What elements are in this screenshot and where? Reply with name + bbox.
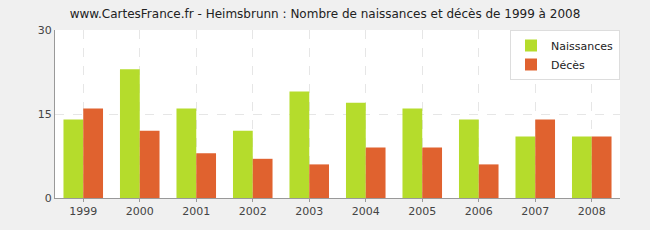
svg-text:0: 0 [45, 192, 52, 205]
svg-text:15: 15 [38, 108, 52, 121]
svg-text:Naissances: Naissances [551, 40, 613, 53]
svg-text:30: 30 [38, 24, 52, 37]
svg-text:2003: 2003 [295, 205, 323, 218]
svg-text:1999: 1999 [69, 205, 97, 218]
svg-text:2005: 2005 [408, 205, 436, 218]
svg-text:2006: 2006 [465, 205, 493, 218]
svg-text:2002: 2002 [239, 205, 267, 218]
svg-text:Décès: Décès [551, 59, 585, 72]
svg-text:www.CartesFrance.fr - Heimsbru: www.CartesFrance.fr - Heimsbrunn : Nombr… [70, 7, 581, 21]
svg-text:2008: 2008 [578, 205, 606, 218]
svg-text:2000: 2000 [126, 205, 154, 218]
svg-text:2001: 2001 [182, 205, 210, 218]
svg-text:2004: 2004 [352, 205, 380, 218]
svg-text:2007: 2007 [521, 205, 549, 218]
